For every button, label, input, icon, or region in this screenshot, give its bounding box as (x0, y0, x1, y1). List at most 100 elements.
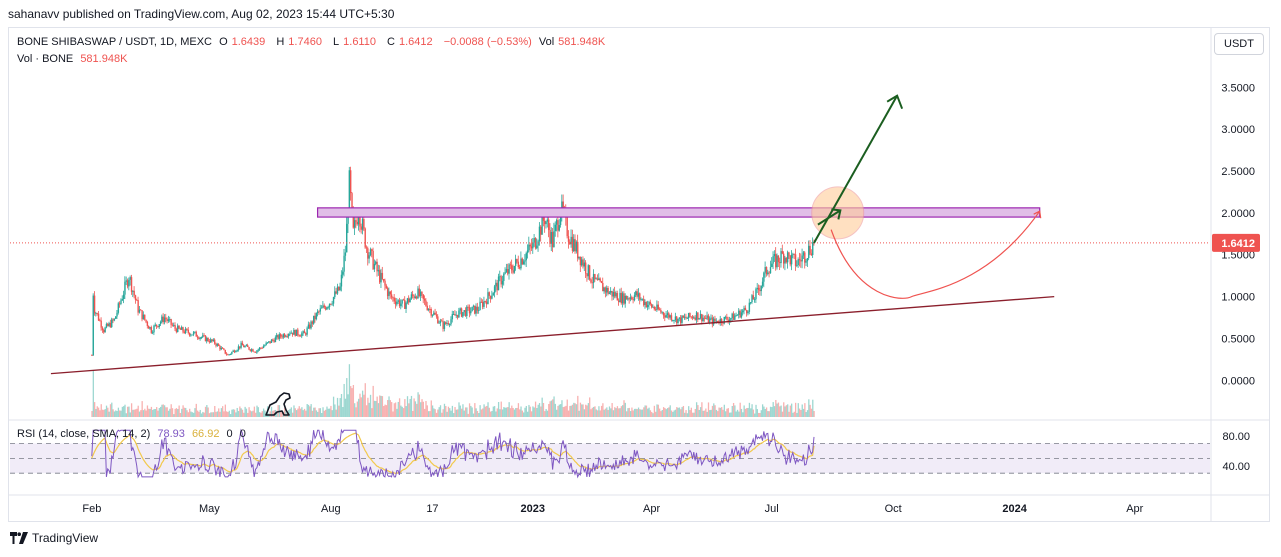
candle-body (343, 255, 345, 272)
volume-bar (718, 407, 720, 417)
volume-bar (537, 404, 539, 417)
volume-bar (582, 404, 584, 417)
candle-body (382, 279, 385, 281)
candle-body (182, 327, 184, 332)
candle-body (116, 312, 118, 317)
candle-body (649, 301, 652, 305)
candle-body (120, 300, 122, 304)
volume-bar (280, 410, 282, 417)
candle-body (150, 327, 153, 333)
volume-bar (740, 408, 743, 417)
volume-bar (735, 411, 737, 417)
candle-body (548, 219, 550, 231)
volume-bar (443, 403, 446, 417)
candle-body (97, 313, 100, 321)
volume-bar (556, 409, 558, 417)
candle-body (252, 349, 254, 352)
volume-bar (208, 413, 211, 417)
volume-bar (417, 392, 419, 417)
candle-body (808, 245, 810, 259)
y-tick-label: 3.0000 (1221, 124, 1255, 136)
volume-bar (526, 411, 529, 417)
tradingview-brand[interactable]: TradingView (10, 531, 98, 545)
volume-bar (639, 409, 641, 417)
candle-body (96, 313, 98, 314)
x-tick-label: Apr (643, 503, 660, 515)
candle-body (478, 310, 480, 311)
candle-body (793, 253, 795, 255)
candle-body (677, 318, 679, 324)
volume-bar (475, 408, 477, 417)
candle-body (670, 315, 673, 321)
volume-bar (460, 408, 463, 417)
candle-body (620, 292, 623, 304)
candle-body (322, 305, 324, 308)
volume-bar (765, 407, 768, 417)
volume-bar (284, 408, 286, 417)
candle-body (525, 253, 527, 261)
volume-bar (728, 412, 731, 417)
candle-body (756, 287, 758, 290)
candle-body (524, 260, 526, 262)
candle-body (144, 314, 146, 320)
volume-bar (447, 406, 450, 417)
candle-body (335, 291, 337, 294)
candle-body (664, 315, 666, 318)
volume-bar (726, 408, 728, 417)
volume-bar (748, 402, 751, 417)
volume-bar (405, 406, 407, 417)
volume-bar (486, 405, 488, 417)
candle-body (277, 335, 279, 339)
volume-bar (472, 413, 475, 417)
candle-body (372, 250, 374, 270)
candle-body (757, 287, 760, 290)
volume-bar (332, 396, 335, 417)
volume-bar (686, 413, 689, 417)
volume-bar (471, 407, 473, 417)
volume-bar (441, 412, 443, 417)
candle-body (590, 279, 592, 283)
volume-bar (425, 400, 427, 417)
currency-button[interactable]: USDT (1214, 33, 1264, 55)
candle-body (235, 351, 237, 353)
candle-body (806, 258, 809, 262)
candle-body (594, 274, 596, 280)
x-tick-label: Feb (82, 503, 101, 515)
candle-body (228, 354, 230, 356)
volume-bar (355, 407, 357, 417)
candle-body (727, 319, 729, 322)
volume-bar (377, 403, 380, 417)
candle-body (199, 337, 201, 339)
candle-body (518, 267, 521, 269)
volume-bar (476, 410, 479, 417)
volume-bar (538, 403, 541, 417)
candle-body (122, 294, 125, 299)
candle-body (151, 332, 154, 334)
volume-bar (97, 407, 100, 417)
volume-bar (528, 404, 530, 417)
volume-bar (458, 402, 460, 417)
candle-body (421, 291, 423, 295)
pullback-path (830, 210, 1041, 299)
volume-bar (464, 407, 467, 417)
candle-body (509, 264, 512, 266)
volume-bar (381, 396, 384, 417)
volume-bar (484, 406, 487, 417)
candle-body (268, 341, 270, 343)
candle-body (586, 273, 588, 277)
candle-body (359, 217, 361, 227)
candle-body (570, 236, 572, 245)
volume-bar (491, 410, 493, 417)
candle-body (660, 310, 662, 313)
volume-bar (192, 412, 195, 417)
volume-bar (809, 404, 811, 417)
candle-body (434, 312, 436, 315)
volume-bar (372, 385, 374, 417)
volume-bar (565, 405, 567, 417)
rsi-line (91, 428, 815, 479)
volume-bar (725, 411, 727, 417)
volume-bar (348, 364, 351, 417)
candle-body (541, 214, 543, 235)
volume-bar (314, 407, 316, 417)
